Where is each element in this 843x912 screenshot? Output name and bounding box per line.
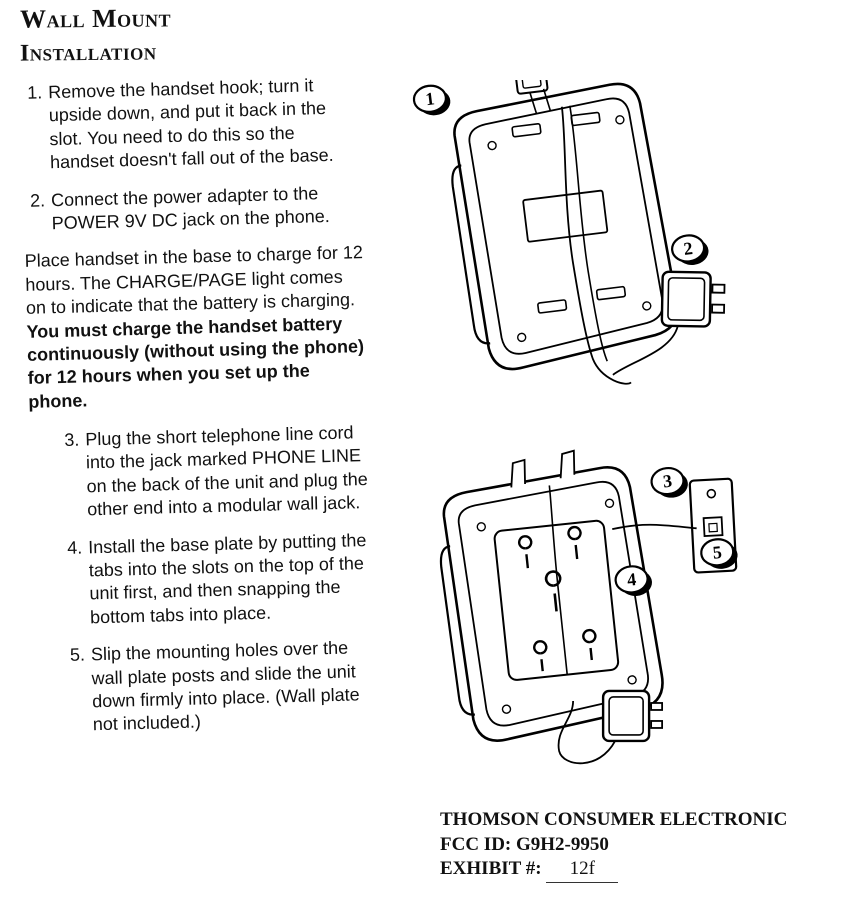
step-text: Install the base plate by putting the ta… bbox=[88, 529, 374, 630]
diagram-svg: 1 2 bbox=[390, 80, 820, 860]
company-name: THOMSON CONSUMER ELECTRONIC bbox=[440, 808, 840, 833]
fcc-footer: THOMSON CONSUMER ELECTRONIC FCC ID: G9H2… bbox=[440, 808, 840, 883]
step-text: Plug the short telephone line cord into … bbox=[85, 421, 371, 522]
step-4: 4. Install the base plate by putting the… bbox=[60, 529, 374, 631]
charge-text-bold: You must charge the handset battery cont… bbox=[26, 313, 364, 411]
fcc-id-line: FCC ID: G9H2-9950 bbox=[440, 833, 840, 858]
step-text: Connect the power adapter to the POWER 9… bbox=[51, 181, 364, 236]
exhibit-label: EXHIBIT #: bbox=[440, 858, 546, 879]
callout-2-icon: 2 bbox=[671, 233, 710, 267]
instructions-column: 1. Remove the handset hook; turn it upsi… bbox=[20, 73, 377, 752]
step-2: 2. Connect the power adapter to the POWE… bbox=[23, 181, 364, 237]
step-number: 1. bbox=[20, 81, 50, 175]
charge-paragraph: Place handset in the base to charge for … bbox=[24, 241, 368, 414]
charge-text-plain: Place handset in the base to charge for … bbox=[24, 242, 363, 318]
manual-page: Wall Mount Installation 1. Remove the ha… bbox=[0, 0, 843, 912]
callout-3-icon: 3 bbox=[650, 466, 689, 500]
fcc-id-label: FCC ID: bbox=[440, 834, 516, 855]
exhibit-value: 12f bbox=[546, 857, 618, 883]
step-1: 1. Remove the handset hook; turn it upsi… bbox=[20, 73, 362, 175]
step-text: Remove the handset hook; turn it upside … bbox=[48, 73, 362, 175]
page-subtitle: Installation bbox=[20, 39, 157, 67]
step-number: 5. bbox=[63, 644, 93, 738]
step-number: 4. bbox=[60, 536, 90, 630]
diagram-area: 1 2 bbox=[390, 80, 820, 860]
step-number: 2. bbox=[23, 189, 52, 236]
step-number: 3. bbox=[57, 428, 87, 522]
fcc-id-value: G9H2-9950 bbox=[516, 834, 609, 855]
page-title: Wall Mount bbox=[20, 3, 171, 34]
step-5: 5. Slip the mounting holes over the wall… bbox=[63, 636, 377, 738]
exhibit-line: EXHIBIT #: 12f bbox=[440, 857, 840, 883]
callout-1-icon: 1 bbox=[412, 83, 451, 117]
step-3: 3. Plug the short telephone line cord in… bbox=[57, 421, 371, 523]
step-text: Slip the mounting holes over the wall pl… bbox=[91, 636, 377, 737]
